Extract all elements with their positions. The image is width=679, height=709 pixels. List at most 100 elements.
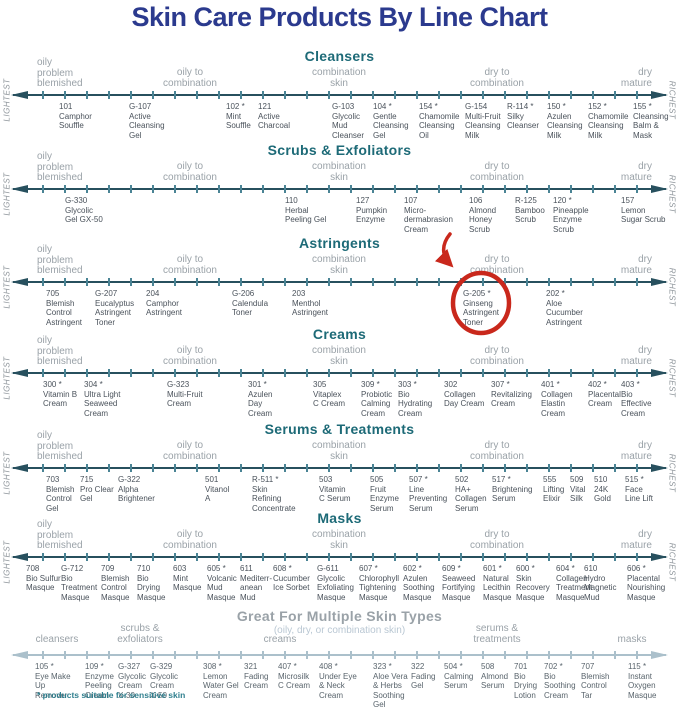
product-code: 303 * — [398, 380, 417, 389]
product-106: 106 Almond Honey Scrub — [469, 196, 496, 234]
axis-tick — [350, 369, 352, 377]
axis-tick — [196, 185, 198, 193]
product-105: 105 * Eye Make Up Remover — [35, 662, 71, 700]
lightest-label: LIGHTEST — [2, 356, 12, 400]
product-323: 323 * Aloe Vera & Herbs Soothing Gel — [373, 662, 408, 709]
axis-tick — [262, 464, 264, 472]
axis-tick — [526, 185, 528, 193]
product-name: Line Preventing Serum — [409, 484, 448, 513]
axis-tick — [636, 185, 638, 193]
product-name: Collagen Treatment Masque — [556, 573, 593, 602]
product-110: 110 Herbal Peeling Gel — [285, 196, 326, 225]
axis-tick — [592, 464, 594, 472]
axis-tick — [438, 185, 440, 193]
product-code: 510 — [594, 475, 608, 484]
product-name: Glycolic Exfoliating Masque — [317, 573, 354, 602]
product-name: Natural Lecithin Masque — [483, 573, 512, 602]
axis-tick — [306, 369, 308, 377]
product-604: 604 * Collagen Treatment Masque — [556, 564, 592, 602]
axis-tick — [504, 91, 506, 99]
product-code: 600 * — [516, 564, 535, 573]
axis-tick — [240, 185, 242, 193]
skin-type-label-3: dry to combination — [470, 345, 524, 367]
product-321: 321 Fading Cream — [244, 662, 268, 691]
product-G-330: G-330 Glycolic Gel GX-50 — [65, 196, 103, 225]
product-name: Eye Make Up Remover — [35, 671, 71, 700]
axis-tick — [130, 553, 132, 561]
product-name: Bio Soothing Cream — [544, 671, 576, 700]
axis-tick — [372, 185, 374, 193]
axis-tick — [64, 278, 66, 286]
axis-tick — [592, 553, 594, 561]
page-title: Skin Care Products By Line Chart — [131, 2, 548, 32]
product-127: 127 Pumpkin Enzyme — [356, 196, 387, 225]
skin-type-label-4: dry mature — [620, 254, 652, 276]
product-104: 104 * Gentle Cleansing Gel — [373, 102, 409, 140]
axis-tick — [482, 91, 484, 99]
axis-tick — [570, 553, 572, 561]
product-code: G-329 — [150, 662, 173, 671]
axis-tick — [460, 369, 462, 377]
axis-line — [13, 467, 666, 469]
lightest-label: LIGHTEST — [2, 265, 12, 309]
product-G-107: G-107 Active Cleansing Gel — [129, 102, 165, 140]
axis-tick — [328, 651, 330, 659]
product-name: Fruit Enzyme Serum — [370, 484, 399, 513]
product-102: 102 * Mint Souffle — [226, 102, 251, 131]
axis-tick — [174, 91, 176, 99]
product-101: 101 Camphor Souffle — [59, 102, 92, 131]
axis-tick — [196, 91, 198, 99]
axis-arrow-right-icon — [651, 278, 668, 286]
product-402: 402 * Placental Cream — [588, 380, 621, 409]
axis-tick — [394, 185, 396, 193]
axis-tick — [218, 91, 220, 99]
product-code: 507 * — [409, 475, 428, 484]
axis-tick — [548, 278, 550, 286]
product-name: Volcanic Mud Masque — [207, 573, 237, 602]
axis-tick — [482, 369, 484, 377]
product-code: 309 * — [361, 380, 380, 389]
skin-type-label-2: combination skin — [312, 440, 366, 462]
axis-tick — [460, 278, 462, 286]
skin-type-label-2: combination skin — [312, 529, 366, 551]
product-code: 501 — [205, 475, 219, 484]
axis-line — [13, 556, 666, 558]
product-code: G-323 — [167, 380, 190, 389]
product-name: Chamomile Cleansing Milk — [588, 111, 629, 140]
axis-tick — [328, 464, 330, 472]
product-name: Fading Cream — [244, 671, 269, 691]
axis-line — [13, 654, 666, 656]
product-name: Glycolic Cream X-30 — [118, 671, 147, 700]
product-403: 403 * Bio Effective Cream — [621, 380, 652, 418]
product-602: 602 * Azulen Soothing Masque — [403, 564, 435, 602]
axis-tick — [42, 91, 44, 99]
masks-header: Masks — [317, 510, 362, 526]
skin-type-label-2: combination skin — [312, 161, 366, 183]
axis-tick — [394, 91, 396, 99]
product-code: 307 * — [491, 380, 510, 389]
product-code: 605 * — [207, 564, 226, 573]
skin-type-label-1: oily to combination — [163, 440, 217, 462]
product-code: G-330 — [65, 196, 88, 205]
product-name: Pumpkin Enzyme — [356, 205, 388, 225]
axis-arrow-right-icon — [651, 651, 668, 659]
product-name: Vitaplex C Cream — [313, 389, 346, 409]
product-code: 710 — [137, 564, 151, 573]
product-code: 603 — [173, 564, 187, 573]
product-code: 109 * — [85, 662, 104, 671]
axis-tick — [108, 553, 110, 561]
axis-tick — [570, 91, 572, 99]
product-code: 403 * — [621, 380, 640, 389]
axis-tick — [614, 185, 616, 193]
axis-tick — [130, 91, 132, 99]
axis-tick — [614, 369, 616, 377]
axis-tick — [108, 464, 110, 472]
astringents-axis — [11, 278, 668, 286]
axis-tick — [42, 464, 44, 472]
axis-tick — [86, 651, 88, 659]
band-multiple-skin-types: Great For Multiple Skin Types (oily, dry,… — [0, 604, 679, 709]
product-code: 302 — [444, 380, 458, 389]
axis-tick — [372, 369, 374, 377]
product-code: 611 — [240, 564, 253, 573]
skin-type-label-0: oily problem blemished — [37, 57, 83, 89]
